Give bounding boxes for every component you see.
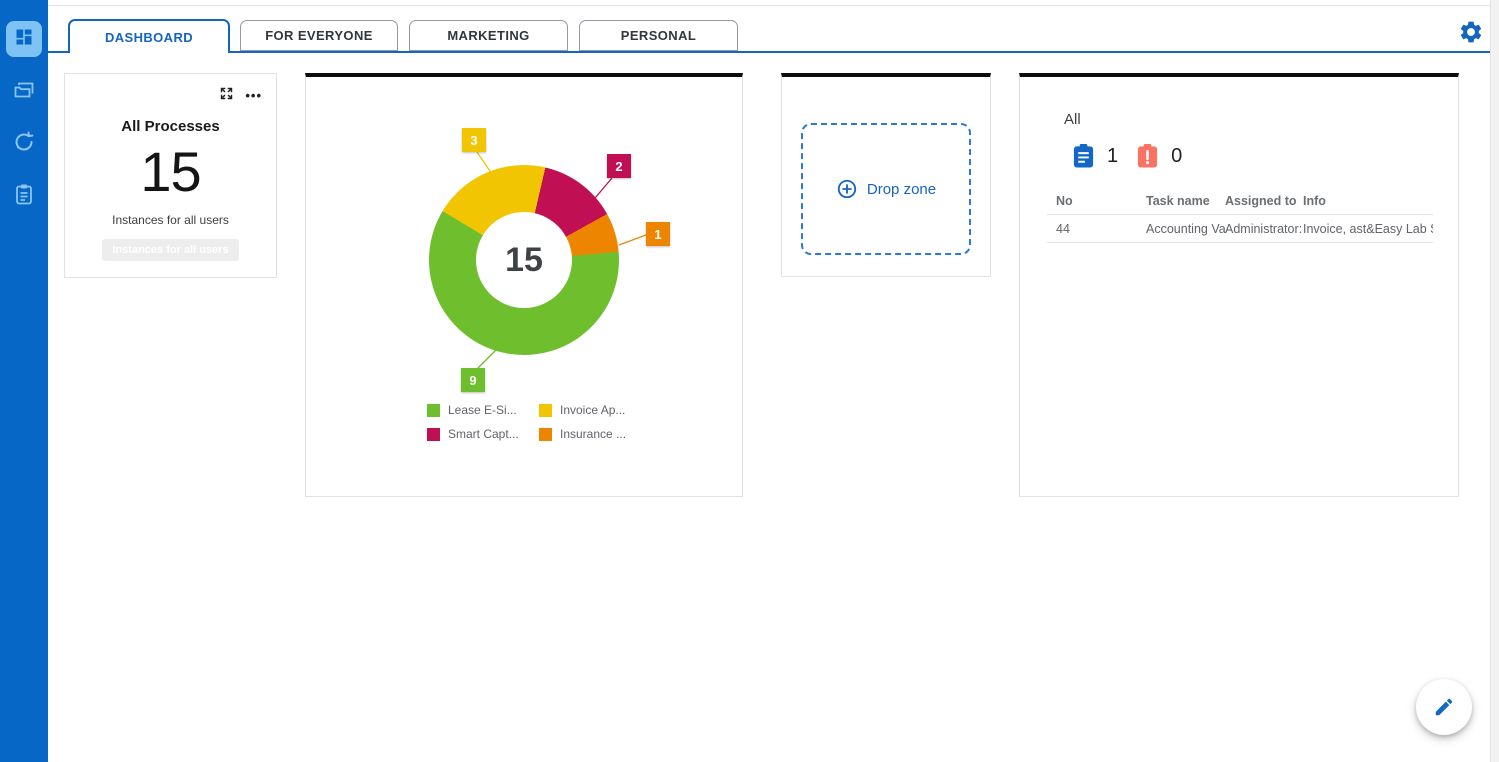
tab-marketing[interactable]: MARKETING	[409, 20, 568, 51]
alert-tasks-icon[interactable]	[1136, 143, 1159, 169]
sidebar	[0, 0, 48, 762]
table-divider	[1047, 242, 1433, 243]
donut-chart: 15 3 2 1 9 Lease E-Si... Invoice Ap...	[306, 77, 742, 496]
tab-label: DASHBOARD	[104, 29, 194, 45]
legend-swatch	[427, 403, 440, 417]
instances-button[interactable]: Instances for all users	[102, 238, 239, 261]
clipboard-icon	[12, 182, 36, 211]
top-divider	[48, 5, 1499, 6]
pencil-icon	[1433, 696, 1455, 718]
cell-no[interactable]: 44	[1056, 222, 1070, 236]
tab-label: FOR EVERYONE	[265, 28, 373, 43]
sidebar-item-processes[interactable]	[12, 80, 36, 104]
dashboard-grid-icon	[14, 27, 34, 52]
plus-circle-icon	[836, 178, 858, 200]
tasks-filter-title[interactable]: All	[1064, 111, 1081, 128]
tabbar-underline	[48, 51, 1490, 53]
legend-label: Lease E-Si...	[448, 403, 517, 417]
legend-label: Invoice Ap...	[560, 403, 626, 417]
sync-icon	[12, 130, 36, 159]
legend-item-smart-capture[interactable]: Smart Capt...	[427, 427, 539, 441]
cell-assigned[interactable]: Administrator:	[1225, 222, 1303, 236]
tab-label: MARKETING	[447, 28, 530, 43]
sidebar-item-dashboard[interactable]	[6, 21, 42, 57]
edit-dashboard-fab[interactable]	[1416, 679, 1472, 735]
more-options-icon[interactable]: •••	[245, 88, 262, 103]
alert-tasks-count: 0	[1171, 144, 1183, 167]
process-count: 15	[140, 140, 201, 203]
legend-swatch	[539, 427, 552, 441]
slice-label-lease[interactable]: 9	[461, 368, 485, 392]
gear-icon	[1458, 21, 1484, 49]
legend-label: Smart Capt...	[448, 427, 519, 441]
legend-item-lease[interactable]: Lease E-Si...	[427, 403, 539, 417]
tab-label: PERSONAL	[620, 28, 697, 43]
legend-swatch	[427, 427, 440, 441]
legend-item-insurance[interactable]: Insurance ...	[539, 427, 626, 441]
col-header-assigned[interactable]: Assigned to	[1225, 194, 1297, 208]
expand-icon[interactable]	[219, 86, 234, 105]
col-header-no[interactable]: No	[1056, 194, 1073, 208]
tab-dashboard[interactable]: DASHBOARD	[68, 19, 230, 53]
col-header-taskname[interactable]: Task name	[1146, 194, 1210, 208]
legend-item-invoice[interactable]: Invoice Ap...	[539, 403, 626, 417]
open-tasks-count: 1	[1107, 144, 1119, 167]
sidebar-item-tasks[interactable]	[12, 184, 36, 208]
dropzone-card: Drop zone	[781, 73, 991, 277]
cell-info[interactable]: Invoice, ast&Easy Lab Sup	[1303, 222, 1433, 236]
legend-swatch	[539, 403, 552, 417]
settings-button[interactable]	[1458, 19, 1484, 45]
tasks-card: All 1 0 No Task name As	[1019, 73, 1459, 497]
table-divider	[1047, 214, 1433, 215]
card-title: All Processes	[121, 118, 220, 135]
col-header-info[interactable]: Info	[1303, 194, 1326, 208]
process-donut-card: 15 3 2 1 9 Lease E-Si... Invoice Ap...	[305, 73, 743, 497]
folders-icon	[12, 78, 36, 107]
cell-taskname[interactable]: Accounting Va	[1146, 222, 1226, 236]
slice-label-insurance[interactable]: 1	[646, 222, 670, 246]
tab-personal[interactable]: PERSONAL	[579, 20, 738, 51]
open-tasks-icon[interactable]	[1072, 143, 1095, 169]
scrollbar[interactable]	[1490, 0, 1499, 762]
chart-legend: Lease E-Si... Invoice Ap... Smart Capt..…	[427, 403, 626, 441]
dropzone-label: Drop zone	[866, 180, 937, 198]
donut-center-total: 15	[476, 212, 572, 308]
task-counters: 1 0	[1072, 143, 1188, 169]
drop-zone[interactable]: Drop zone	[801, 123, 971, 255]
slice-label-invoice[interactable]: 3	[462, 128, 486, 152]
all-processes-card: ••• All Processes 15 Instances for all u…	[64, 73, 277, 278]
tab-for-everyone[interactable]: FOR EVERYONE	[240, 20, 398, 51]
legend-label: Insurance ...	[560, 427, 627, 441]
sidebar-item-instances[interactable]	[12, 130, 36, 159]
slice-label-smart-capture[interactable]: 2	[607, 154, 631, 178]
process-subtitle: Instances for all users	[112, 212, 229, 227]
